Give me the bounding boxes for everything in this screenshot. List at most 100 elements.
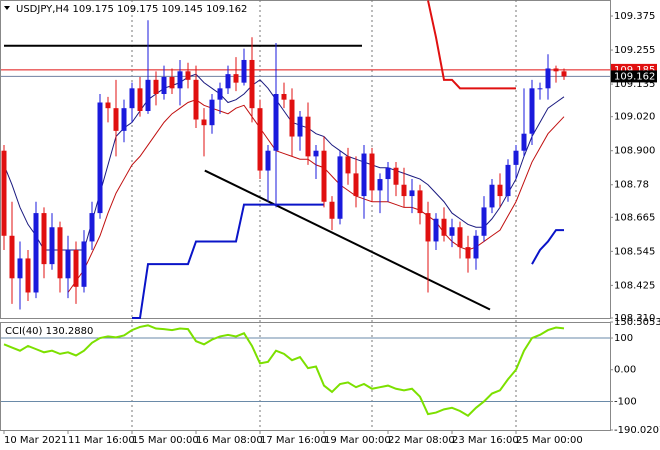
candle-body: [425, 213, 431, 242]
candle-body: [521, 133, 527, 151]
cci-tick-label: -190.0207: [614, 425, 660, 436]
price-label-box: [611, 70, 657, 83]
x-tick-label: 17 Mar 16:00: [260, 435, 327, 446]
cci-tick-label: 100: [614, 333, 633, 344]
y-tick-label: 108.425: [614, 280, 655, 291]
candle-body: [537, 88, 543, 90]
candle-body: [25, 258, 31, 293]
candle-body: [393, 167, 399, 185]
candle-body: [257, 108, 263, 171]
candle-body: [545, 68, 551, 89]
candle-body: [273, 93, 279, 151]
candle-body: [497, 184, 503, 197]
candle-body: [9, 235, 15, 279]
candle-body: [473, 235, 479, 259]
y-tick-label: 108.78: [614, 180, 649, 191]
y-tick-label: 109.255: [614, 45, 655, 56]
x-tick-label: 15 Mar 00:00: [132, 435, 199, 446]
candle-body: [185, 71, 191, 80]
candle-body: [481, 207, 487, 236]
symbol-arrow: [4, 6, 10, 10]
candle-body: [89, 213, 95, 242]
candle-body: [505, 164, 511, 197]
candle-body: [129, 88, 135, 109]
x-tick-label: 25 Mar 00:00: [516, 435, 583, 446]
candle-body: [105, 102, 111, 109]
x-tick-label: 19 Mar 00:00: [324, 435, 391, 446]
y-tick-label: 109.375: [614, 11, 655, 22]
cci-tick-label: 0.00: [614, 365, 636, 376]
candle-body: [529, 88, 535, 134]
candle-body: [313, 150, 319, 157]
candle-body: [297, 116, 303, 137]
candle-body: [153, 79, 159, 94]
candle-body: [145, 79, 151, 112]
candle-body: [193, 79, 199, 120]
candle-body: [433, 218, 439, 242]
y-tick-label: 108.665: [614, 212, 655, 223]
candle-body: [377, 179, 383, 191]
candle-body: [81, 241, 87, 287]
candle-body: [345, 156, 351, 174]
candle-body: [97, 102, 103, 214]
candle-body: [33, 213, 39, 293]
candle-body: [49, 227, 55, 265]
candle-body: [513, 150, 519, 165]
candle-body: [73, 249, 79, 287]
candle-body: [225, 74, 231, 89]
candle-body: [321, 150, 327, 202]
candle-body: [41, 213, 47, 265]
candle-body: [137, 88, 143, 112]
candle-body: [329, 201, 335, 219]
candle-body: [233, 74, 239, 83]
indicator-line: [3, 73, 565, 251]
candle-body: [401, 184, 407, 197]
candle-body: [337, 156, 343, 219]
price-label: 109.162: [614, 71, 655, 82]
candle-body: [489, 184, 495, 208]
x-tick-label: 16 Mar 08:00: [196, 435, 263, 446]
candle-body: [217, 88, 223, 100]
chart-title: USDJPY,H4 109.175 109.175 109.145 109.16…: [16, 4, 247, 15]
candle-body: [209, 99, 215, 126]
x-tick-label: 23 Mar 16:00: [452, 435, 519, 446]
trendline: [204, 169, 491, 311]
indicator-line: [427, 0, 516, 90]
candle-body: [177, 71, 183, 89]
candle-body: [417, 190, 423, 214]
candle-body: [553, 68, 559, 72]
y-tick-label: 109.020: [614, 112, 655, 123]
candle-body: [449, 227, 455, 236]
cci-tick-label: -100: [614, 396, 637, 407]
cci-line: [3, 324, 565, 417]
candle-body: [17, 258, 23, 279]
candle-body: [1, 150, 7, 236]
candle-body: [369, 153, 375, 191]
cci-frame: [0, 322, 611, 431]
candle-body: [457, 227, 463, 248]
candle-body: [65, 249, 71, 279]
candle-body: [201, 119, 207, 126]
x-tick-label: 10 Mar 2021: [4, 435, 67, 446]
candle-body: [409, 190, 415, 197]
indicator-line: [132, 203, 564, 319]
candle-body: [305, 116, 311, 157]
candle-body: [281, 93, 287, 100]
candle-body: [57, 227, 63, 279]
main-frame: [0, 0, 611, 319]
y-tick-label: 108.545: [614, 246, 655, 257]
candle-body: [361, 153, 367, 197]
candle-body: [241, 59, 247, 83]
candle-body: [289, 99, 295, 137]
candle-body: [161, 76, 167, 94]
y-tick-label: 108.900: [614, 146, 655, 157]
cci-tick-label: 150.5053: [614, 317, 660, 328]
candle-body: [265, 150, 271, 171]
cci-label: CCI(40) 130.2880: [5, 326, 93, 337]
session-separators: [131, 0, 517, 430]
price-label: 109.185: [614, 65, 655, 76]
x-tick-label: 22 Mar 08:00: [388, 435, 455, 446]
candle-body: [121, 108, 127, 131]
candle-body: [561, 71, 567, 77]
